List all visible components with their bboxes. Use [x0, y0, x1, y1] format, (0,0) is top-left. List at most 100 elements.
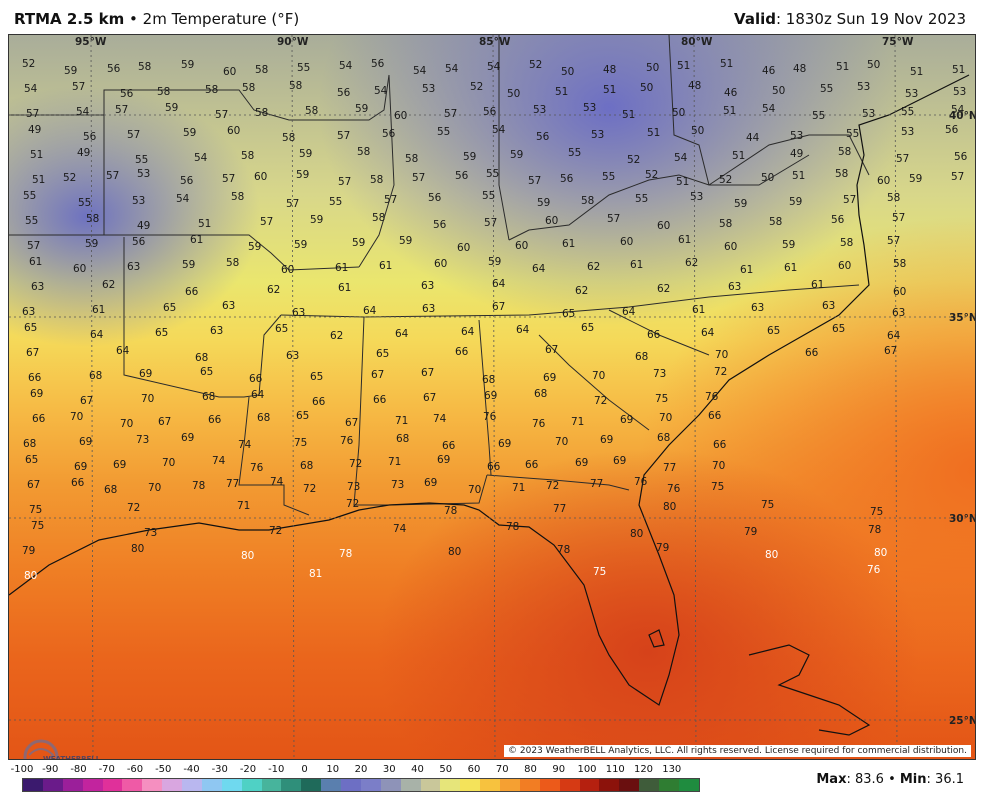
station-temp: 60 — [227, 125, 240, 137]
station-temp: 55 — [901, 106, 914, 118]
station-temp: 67 — [421, 367, 434, 379]
station-temp: 57 — [843, 194, 856, 206]
station-temp: 67 — [26, 347, 39, 359]
station-temp: 55 — [602, 171, 615, 183]
station-temp: 68 — [396, 433, 409, 445]
station-temp: 57 — [27, 240, 40, 252]
station-temp: 67 — [80, 395, 93, 407]
station-temp: 60 — [254, 171, 267, 183]
station-temp: 57 — [106, 170, 119, 182]
station-temp: 59 — [510, 149, 523, 161]
svg-text:WEATHERBELL: WEATHERBELL — [43, 755, 101, 760]
station-temp: 58 — [242, 82, 255, 94]
station-temp: 73 — [136, 434, 149, 446]
station-temp: 66 — [185, 286, 199, 298]
colorbar-tick-label: 20 — [354, 764, 368, 775]
colorbar-tick-label: 100 — [577, 764, 597, 775]
station-temp: 54 — [374, 85, 388, 97]
valid-time: Valid: 1830z Sun 19 Nov 2023 — [734, 10, 966, 28]
lat-label-25n: 25°N — [949, 715, 976, 727]
station-temp: 64 — [363, 305, 377, 317]
station-temp: 54 — [413, 65, 427, 77]
station-temp: 57 — [215, 109, 228, 121]
station-temp: 60 — [73, 263, 86, 275]
station-temp: 60 — [434, 258, 447, 270]
station-temp: 61 — [190, 234, 203, 246]
station-temp: 69 — [424, 477, 437, 489]
max-label: Max — [816, 772, 847, 787]
station-temp: 60 — [223, 66, 236, 78]
station-temp: 78 — [444, 505, 457, 517]
station-temp: 68 — [104, 484, 117, 496]
station-temp: 55 — [486, 168, 499, 180]
station-temp: 65 — [296, 410, 309, 422]
station-temp: 74 — [433, 413, 447, 425]
colorbar-segment — [221, 779, 242, 791]
station-temp: 57 — [115, 104, 128, 116]
station-temp: 56 — [831, 214, 845, 226]
colorbar-segment — [360, 779, 381, 791]
station-temp: 59 — [165, 102, 178, 114]
station-temp: 80 — [663, 501, 676, 513]
station-temp: 58 — [370, 174, 383, 186]
station-temp: 75 — [29, 504, 42, 516]
station-temp: 58 — [840, 237, 853, 249]
colorbar-segment — [182, 779, 202, 791]
station-temp: 76 — [634, 476, 648, 488]
station-temp: 56 — [536, 131, 550, 143]
station-temp: 54 — [487, 61, 501, 73]
station-temp: 76 — [250, 462, 264, 474]
station-temp: 78 — [557, 544, 570, 556]
station-temp: 57 — [384, 194, 397, 206]
station-temp: 58 — [282, 132, 295, 144]
station-temp: 62 — [267, 284, 280, 296]
station-temp: 64 — [516, 324, 530, 336]
station-temp: 57 — [222, 173, 235, 185]
station-temp: 75 — [761, 499, 774, 511]
station-temp: 61 — [692, 304, 705, 316]
station-temp: 72 — [346, 498, 359, 510]
station-temp: 65 — [155, 327, 168, 339]
station-temp: 66 — [32, 413, 46, 425]
station-temp: 56 — [83, 131, 97, 143]
station-temp: 63 — [210, 325, 223, 337]
station-temp: 55 — [297, 62, 310, 74]
station-temp: 61 — [379, 260, 392, 272]
station-temp: 49 — [790, 148, 803, 160]
station-temp: 69 — [613, 455, 626, 467]
coastline — [9, 74, 970, 736]
station-temp: 51 — [952, 64, 965, 76]
product-name: RTMA 2.5 km — [14, 10, 125, 28]
station-temp: 58 — [305, 105, 318, 117]
station-temp: 57 — [72, 81, 85, 93]
station-temp: 50 — [761, 172, 774, 184]
station-temp: 56 — [560, 173, 574, 185]
station-temp: 66 — [249, 373, 263, 385]
station-temp: 51 — [676, 176, 689, 188]
colorbar-segment — [639, 779, 659, 791]
station-temp: 79 — [22, 545, 35, 557]
colorbar-segment — [241, 779, 262, 791]
station-temp: 55 — [329, 196, 342, 208]
station-temp: 53 — [583, 102, 596, 114]
station-temp: 66 — [312, 396, 326, 408]
station-temp: 70 — [715, 349, 728, 361]
station-temp: 60 — [457, 242, 470, 254]
station-temp: 73 — [391, 479, 404, 491]
station-temp: 58 — [86, 213, 99, 225]
station-temp: 62 — [330, 330, 343, 342]
colorbar-segment — [619, 779, 640, 791]
map-title: RTMA 2.5 km • 2m Temperature (°F) — [14, 10, 299, 28]
station-temp: 75 — [870, 506, 883, 518]
station-temp: 51 — [910, 66, 923, 78]
station-temp: 56 — [180, 175, 194, 187]
station-temp: 65 — [562, 308, 575, 320]
weatherbell-logo: WEATHERBELL — [23, 739, 101, 760]
station-temp: 59 — [463, 151, 476, 163]
station-temp: 52 — [719, 174, 732, 186]
station-temp: 70 — [659, 412, 672, 424]
station-temp: 58 — [769, 216, 782, 228]
station-temp: 64 — [492, 278, 506, 290]
station-temp: 51 — [30, 149, 43, 161]
station-temp: 59 — [183, 127, 196, 139]
